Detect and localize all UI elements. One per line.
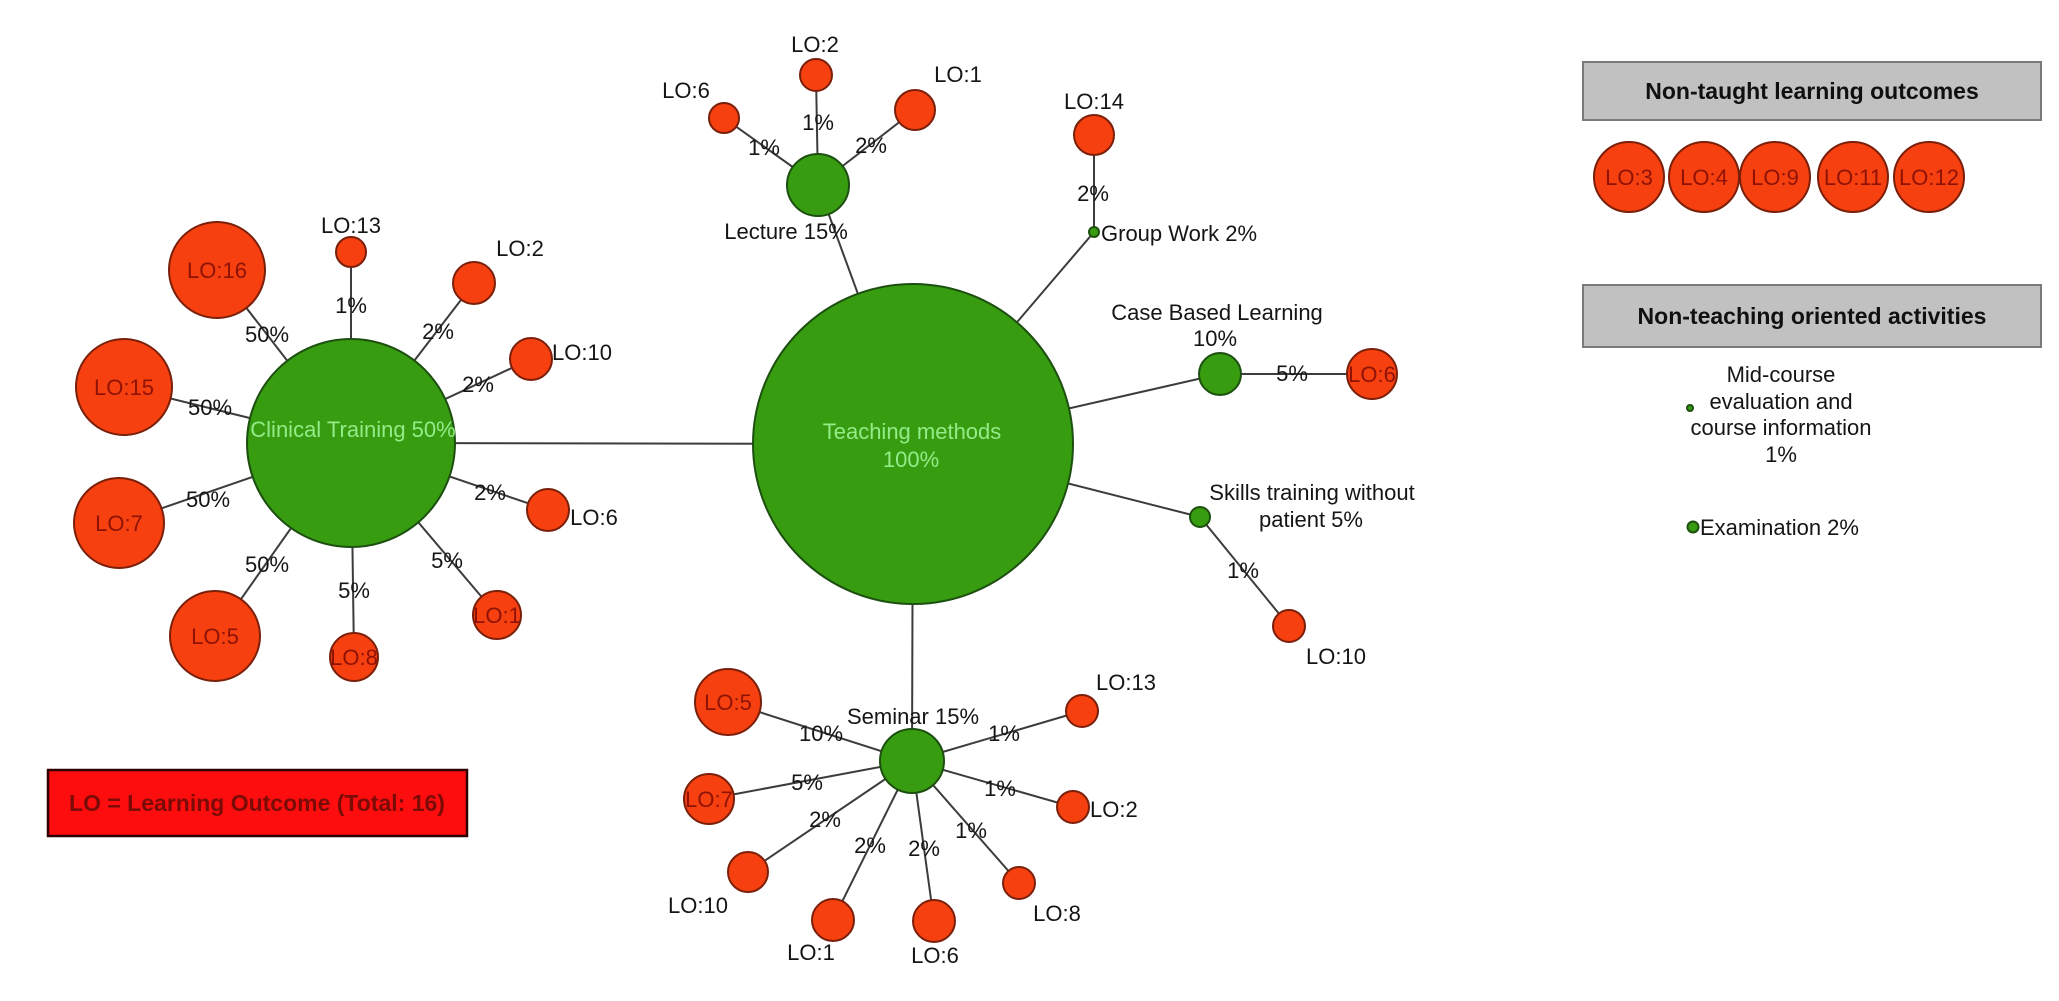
svg-text:LO:5: LO:5 (704, 690, 752, 715)
svg-text:LO:2: LO:2 (791, 32, 839, 57)
svg-text:50%: 50% (245, 322, 289, 347)
svg-text:5%: 5% (1276, 361, 1308, 386)
svg-text:Lecture 15%: Lecture 15% (724, 219, 848, 244)
svg-text:Clinical Training 50%: Clinical Training 50% (250, 417, 455, 442)
svg-text:LO:6: LO:6 (1348, 362, 1396, 387)
svg-text:1%: 1% (748, 135, 780, 160)
svg-text:LO:14: LO:14 (1064, 89, 1124, 114)
svg-text:LO = Learning Outcome (Total:: LO = Learning Outcome (Total: 16) (69, 790, 445, 816)
svg-text:1%: 1% (984, 776, 1016, 801)
svg-text:LO:15: LO:15 (94, 375, 154, 400)
svg-text:LO:11: LO:11 (1824, 165, 1882, 190)
svg-text:2%: 2% (854, 833, 886, 858)
svg-text:LO:10: LO:10 (552, 340, 612, 365)
svg-text:2%: 2% (1077, 181, 1109, 206)
svg-text:1%: 1% (1227, 558, 1259, 583)
svg-text:Teaching methods: Teaching methods (823, 419, 1002, 444)
svg-text:1%: 1% (1765, 442, 1797, 467)
svg-text:Non-taught learning outcomes: Non-taught learning outcomes (1645, 78, 1979, 104)
svg-text:2%: 2% (855, 133, 887, 158)
svg-text:50%: 50% (188, 395, 232, 420)
svg-text:Examination 2%: Examination 2% (1700, 515, 1859, 540)
svg-text:LO:6: LO:6 (911, 943, 959, 968)
svg-text:evaluation and: evaluation and (1709, 389, 1852, 414)
svg-text:LO:9: LO:9 (1751, 165, 1799, 190)
svg-text:2%: 2% (462, 372, 494, 397)
svg-text:patient 5%: patient 5% (1259, 507, 1363, 532)
svg-text:LO:3: LO:3 (1605, 165, 1653, 190)
svg-text:LO:10: LO:10 (668, 893, 728, 918)
svg-text:Non-teaching oriented activiti: Non-teaching oriented activities (1638, 303, 1987, 329)
svg-text:Seminar 15%: Seminar 15% (847, 704, 979, 729)
svg-text:course information: course information (1691, 415, 1872, 440)
svg-text:1%: 1% (335, 293, 367, 318)
svg-text:LO:6: LO:6 (570, 505, 618, 530)
svg-text:2%: 2% (474, 480, 506, 505)
svg-text:Group Work 2%: Group Work 2% (1101, 221, 1257, 246)
svg-text:LO:2: LO:2 (496, 236, 544, 261)
svg-text:50%: 50% (245, 552, 289, 577)
svg-text:Case Based Learning: Case Based Learning (1111, 300, 1323, 325)
svg-text:2%: 2% (422, 319, 454, 344)
svg-text:LO:1: LO:1 (934, 62, 982, 87)
svg-text:LO:16: LO:16 (187, 258, 247, 283)
svg-text:LO:1: LO:1 (473, 603, 521, 628)
svg-text:LO:12: LO:12 (1899, 165, 1959, 190)
svg-text:2%: 2% (809, 807, 841, 832)
svg-text:10%: 10% (1193, 326, 1237, 351)
svg-text:5%: 5% (338, 578, 370, 603)
svg-text:100%: 100% (883, 447, 939, 472)
svg-text:Skills training without: Skills training without (1209, 480, 1414, 505)
svg-text:LO:2: LO:2 (1090, 797, 1138, 822)
svg-text:LO:1: LO:1 (787, 940, 835, 965)
svg-text:LO:13: LO:13 (1096, 670, 1156, 695)
svg-text:LO:8: LO:8 (330, 645, 378, 670)
svg-text:Mid-course: Mid-course (1727, 362, 1836, 387)
svg-text:1%: 1% (802, 110, 834, 135)
svg-text:LO:8: LO:8 (1033, 901, 1081, 926)
svg-text:5%: 5% (791, 770, 823, 795)
svg-text:1%: 1% (955, 818, 987, 843)
svg-text:1%: 1% (988, 721, 1020, 746)
svg-text:LO:4: LO:4 (1680, 165, 1728, 190)
svg-text:LO:7: LO:7 (685, 787, 733, 812)
svg-text:2%: 2% (908, 836, 940, 861)
svg-text:5%: 5% (431, 548, 463, 573)
svg-text:LO:7: LO:7 (95, 511, 143, 536)
svg-text:LO:13: LO:13 (321, 213, 381, 238)
svg-text:LO:5: LO:5 (191, 624, 239, 649)
svg-text:LO:10: LO:10 (1306, 644, 1366, 669)
svg-text:50%: 50% (186, 487, 230, 512)
svg-text:10%: 10% (799, 721, 843, 746)
svg-text:LO:6: LO:6 (662, 78, 710, 103)
